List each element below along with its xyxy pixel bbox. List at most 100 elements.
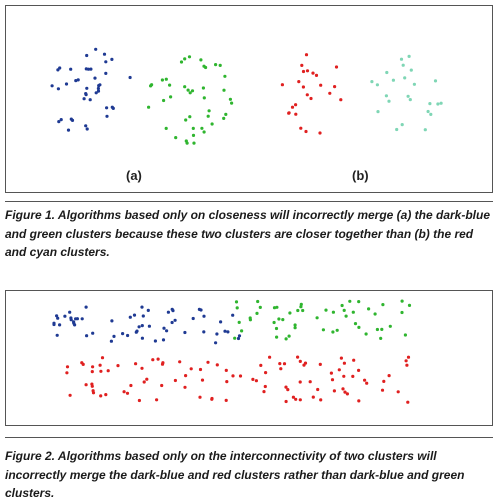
dark-blue-point — [70, 118, 73, 121]
green-point — [249, 318, 252, 321]
red-point — [405, 359, 408, 362]
green-point — [161, 78, 164, 81]
red-point — [123, 390, 126, 393]
red-point — [99, 364, 102, 367]
red-point — [296, 356, 299, 359]
green-point — [322, 328, 325, 331]
red-point — [285, 400, 288, 403]
dark-blue-point — [162, 338, 165, 341]
cyan-point — [385, 71, 388, 74]
green-point — [275, 306, 278, 309]
red-point — [319, 398, 322, 401]
dark-blue-point — [69, 68, 72, 71]
dark-blue-point — [126, 334, 129, 337]
cyan-point — [429, 113, 432, 116]
green-point — [277, 317, 280, 320]
red-point — [357, 369, 360, 372]
dark-blue-point — [140, 306, 143, 309]
green-point — [189, 91, 192, 94]
green-point — [165, 127, 168, 130]
red-point — [69, 394, 72, 397]
green-point — [168, 84, 171, 87]
dark-blue-point — [84, 92, 87, 95]
red-point — [315, 74, 318, 77]
green-point — [285, 337, 288, 340]
green-point — [186, 142, 189, 145]
dark-blue-point — [202, 330, 205, 333]
red-point — [357, 399, 360, 402]
red-point — [299, 360, 302, 363]
green-point — [345, 315, 348, 318]
cyan-point — [424, 128, 427, 131]
green-point — [230, 102, 233, 105]
red-point — [292, 396, 295, 399]
green-point — [275, 336, 278, 339]
red-point — [210, 398, 213, 401]
cyan-point — [410, 69, 413, 72]
green-point — [204, 66, 207, 69]
dark-blue-point — [183, 331, 186, 334]
figure-1-caption: Figure 1. Algorithms based only on close… — [5, 206, 493, 262]
dark-blue-point — [202, 315, 205, 318]
red-point — [91, 385, 94, 388]
red-point — [388, 374, 391, 377]
red-point — [225, 369, 228, 372]
red-point — [283, 362, 286, 365]
dark-blue-point — [141, 324, 144, 327]
cyan-point — [402, 64, 405, 67]
red-point — [157, 358, 160, 361]
red-point — [330, 372, 333, 375]
green-point — [352, 311, 355, 314]
dark-blue-point — [231, 314, 234, 317]
red-point — [143, 380, 146, 383]
dark-blue-point — [104, 72, 107, 75]
dark-blue-point — [74, 79, 77, 82]
red-point — [174, 379, 177, 382]
dark-blue-point — [199, 308, 202, 311]
green-point — [343, 309, 346, 312]
green-point — [149, 84, 152, 87]
red-point — [116, 364, 119, 367]
dark-blue-point — [104, 60, 107, 63]
red-point — [199, 368, 202, 371]
green-point — [188, 55, 191, 58]
dark-blue-point — [110, 58, 113, 61]
dark-blue-point — [110, 319, 113, 322]
green-point — [233, 337, 236, 340]
red-point — [407, 356, 410, 359]
red-point — [251, 378, 254, 381]
dark-blue-point — [215, 332, 218, 335]
dark-blue-point — [70, 318, 73, 321]
dark-blue-point — [85, 87, 88, 90]
red-point — [319, 363, 322, 366]
red-point — [291, 106, 294, 109]
dark-blue-point — [238, 334, 241, 337]
green-point — [174, 136, 177, 139]
green-point — [147, 106, 150, 109]
green-point — [235, 300, 238, 303]
red-point — [311, 72, 314, 75]
red-point — [306, 93, 309, 96]
dark-blue-point — [171, 308, 174, 311]
red-point — [225, 380, 228, 383]
green-point — [336, 329, 339, 332]
dark-blue-point — [135, 331, 138, 334]
red-point — [338, 368, 341, 371]
red-point — [363, 379, 366, 382]
dark-blue-point — [57, 87, 60, 90]
green-point — [214, 63, 217, 66]
green-point — [255, 312, 258, 315]
dark-blue-point — [214, 341, 217, 344]
red-point — [225, 399, 228, 402]
dark-blue-point — [105, 115, 108, 118]
red-point — [342, 375, 345, 378]
green-point — [229, 98, 232, 101]
red-point — [299, 380, 302, 383]
green-point — [183, 57, 186, 60]
red-point — [259, 364, 262, 367]
dark-blue-point — [91, 332, 94, 335]
dark-blue-point — [97, 90, 100, 93]
green-point — [354, 322, 357, 325]
cyan-point — [400, 58, 403, 61]
green-point — [389, 325, 392, 328]
